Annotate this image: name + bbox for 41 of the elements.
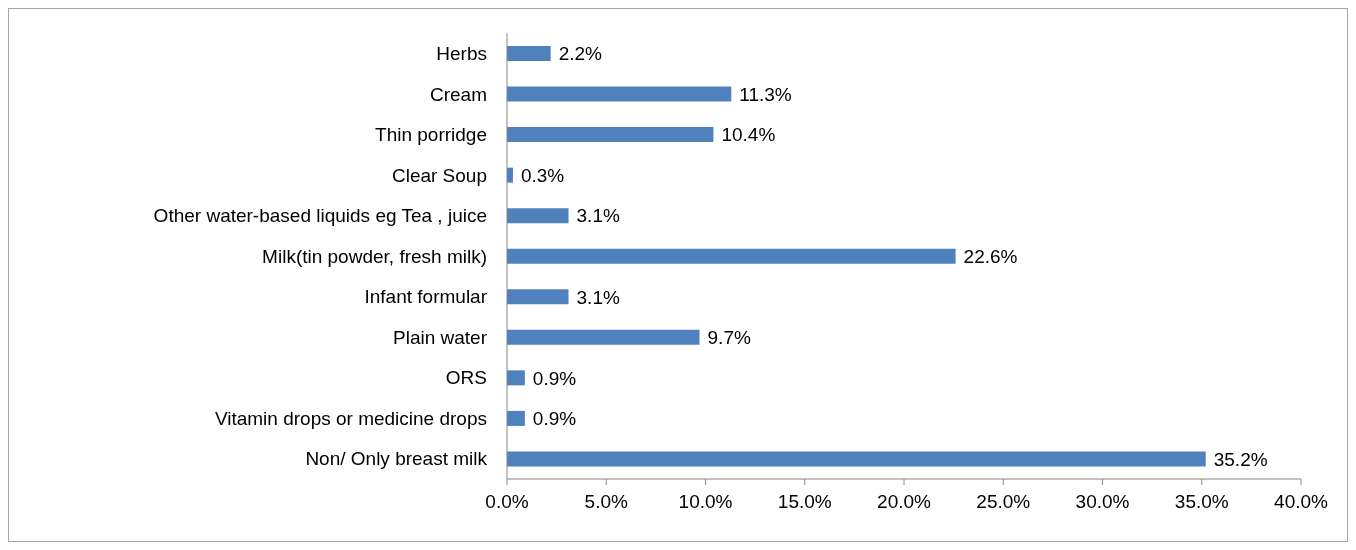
data-label: 0.3% [520,164,565,186]
y-tick-label: Cream [429,83,487,105]
data-label: 3.1% [576,286,620,308]
bar [507,208,569,224]
data-label: 3.1% [576,205,620,227]
x-tick-label: 15.0% [777,491,832,513]
y-tick-label: Herbs [436,43,487,65]
bar [507,127,714,143]
bar [507,248,956,264]
y-tick-label: ORS [445,367,487,389]
bar [507,370,525,386]
bar [507,46,551,61]
y-tick-label: Milk(tin powder, fresh milk) [262,245,487,267]
bar [507,451,1206,467]
x-tick-label: 20.0% [877,491,932,513]
data-label: 22.6% [963,245,1018,267]
bar [507,289,569,305]
x-tick-label: 35.0% [1174,491,1229,513]
x-tick-label: 40.0% [1274,491,1329,513]
y-tick-label: Other water-based liquids eg Tea , juice [153,205,487,227]
bar [507,329,700,345]
y-tick-label: Non/ Only breast milk [305,448,488,470]
y-tick-label: Vitamin drops or medicine drops [214,407,487,429]
y-tick-label: Clear Soup [391,164,487,186]
y-tick-label: Infant formular [364,286,488,308]
data-label: 9.7% [707,327,751,349]
data-label: 0.9% [532,367,577,389]
bar [507,86,732,102]
x-tick-label: 5.0% [584,491,629,513]
data-label: 0.9% [532,408,577,430]
bar [507,410,525,426]
y-tick-label: Plain water [393,326,488,348]
x-tick-label: 10.0% [678,491,733,513]
x-tick-label: 0.0% [485,491,529,513]
data-label: 10.4% [721,124,776,146]
x-tick-label: 25.0% [976,491,1031,513]
data-label: 2.2% [558,43,603,65]
data-label: 35.2% [1213,448,1268,470]
data-label: 11.3% [739,83,792,105]
x-tick-label: 30.0% [1075,491,1130,513]
y-tick-label: Thin porridge [375,124,487,146]
